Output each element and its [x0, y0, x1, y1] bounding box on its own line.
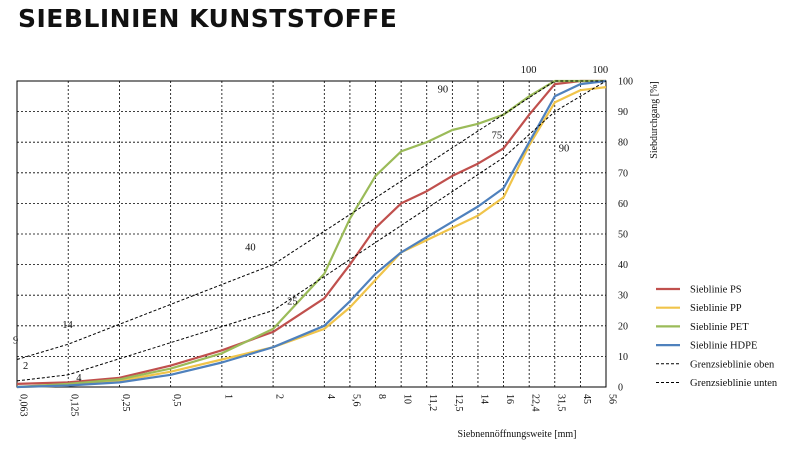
y-tick-label: 0 [618, 383, 623, 394]
legend-label: Grenzsieblinie unten [690, 378, 778, 389]
x-tick-label: 2 [274, 394, 285, 399]
x-tick-label: 0,125 [69, 394, 80, 417]
x-tick-label: 16 [504, 394, 515, 404]
x-axis-title: Siebnennöffnungsweite [mm] [458, 429, 577, 440]
legend-label: Sieblinie PET [690, 322, 749, 333]
x-tick-label: 45 [581, 394, 592, 404]
y-tick-label: 30 [618, 291, 628, 302]
x-tick-label: 0,5 [171, 394, 182, 407]
value-annotation: 75 [492, 131, 503, 142]
x-tick-label: 14 [478, 394, 489, 404]
x-tick-label: 0,25 [120, 394, 131, 412]
series-line-sieblinie-ps [16, 79, 606, 385]
y-tick-label: 90 [618, 107, 628, 118]
legend-label: Sieblinie PS [690, 285, 742, 296]
value-annotation: 40 [245, 243, 256, 254]
x-tick-label: 4 [325, 394, 336, 399]
series-line-grenzsieblinie-unten [16, 80, 607, 382]
series-line-grenzsieblinie-oben [16, 80, 606, 360]
y-tick-label: 70 [618, 168, 628, 179]
value-annotation: 90 [438, 85, 449, 96]
x-tick-label: 5,6 [350, 394, 361, 407]
series-line-sieblinie-pet [16, 79, 606, 389]
x-tick-label: 22,4 [530, 394, 541, 412]
x-tick-label: 1 [222, 394, 233, 399]
value-annotation: 4 [76, 373, 82, 384]
y-tick-label: 50 [618, 230, 628, 241]
y-tick-label: 40 [618, 260, 628, 271]
value-annotation: 9 [13, 335, 18, 346]
y-tick-label: 80 [618, 138, 628, 149]
y-tick-label: 60 [618, 199, 628, 210]
annotation-group: 9 14 2 4 40 25 90 100 100 90 75 [13, 65, 608, 384]
x-tick-label: 56 [607, 394, 618, 404]
value-annotation: 90 [559, 144, 570, 155]
x-tick-label: 11,2 [427, 394, 438, 411]
legend-label: Grenzsieblinie oben [690, 359, 775, 370]
x-tick-label: 31,5 [555, 394, 566, 412]
page-title: SIEBLINIEN KUNSTSTOFFE [18, 4, 398, 33]
series-line-sieblinie-hdpe [16, 79, 607, 389]
x-tick-label: 0,063 [18, 394, 29, 417]
value-annotation: 100 [521, 65, 537, 76]
y-axis-title: Siebdurchgang [%] [649, 81, 660, 158]
value-annotation: 2 [23, 361, 28, 372]
chart-legend: Sieblinie PS Sieblinie PP Sieblinie PET Sie… [656, 285, 778, 389]
x-tick-label: 10 [402, 394, 413, 404]
value-annotation: 100 [592, 65, 608, 76]
legend-label: Sieblinie PP [690, 303, 742, 314]
y-tick-label: 100 [618, 77, 633, 88]
x-tick-labels: 0,063 0,125 0,25 0,5 1 2 4 5,6 8 10 11,2 12,5 14 16 22… [18, 394, 618, 417]
x-tick-label: 8 [376, 394, 387, 399]
legend-label: Sieblinie HDPE [690, 341, 757, 352]
series-line-sieblinie-pp [16, 86, 607, 389]
chart-grid [16, 80, 607, 388]
series-group [16, 79, 607, 389]
value-annotation: 25 [287, 297, 298, 308]
x-tick-label: 12,5 [453, 394, 464, 412]
value-annotation: 14 [62, 320, 73, 331]
y-tick-label: 20 [618, 321, 628, 332]
y-tick-labels: 0 10 20 30 40 50 60 70 80 90 100 [618, 77, 633, 394]
y-tick-label: 10 [618, 352, 628, 363]
